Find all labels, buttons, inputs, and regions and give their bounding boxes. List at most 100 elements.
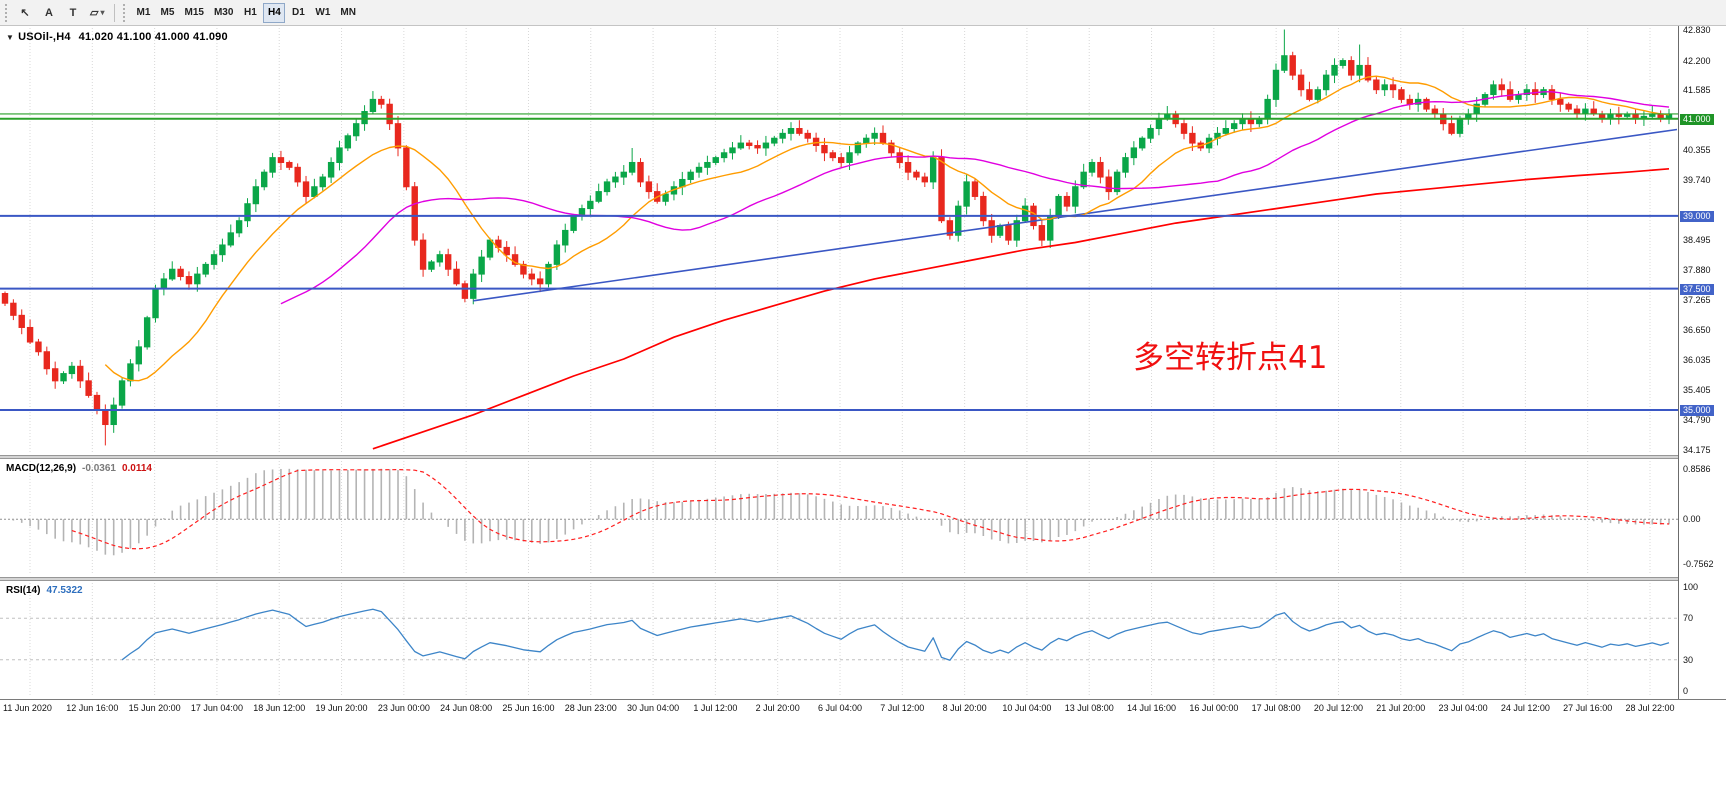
time-label: 15 Jun 20:00 [128, 703, 181, 713]
time-label: 28 Jul 22:00 [1625, 703, 1675, 713]
cursor-tool-button[interactable]: ↖ [20, 7, 30, 19]
rsi-label: RSI(14) 47.5322 [6, 585, 83, 596]
toolbar-grip[interactable] [5, 3, 10, 22]
price-line-tag: 37.500 [1680, 283, 1714, 295]
time-label: 23 Jun 00:00 [377, 703, 430, 713]
rsi-axis-label: 70 [1683, 613, 1694, 624]
price-line-tag: 41.000 [1680, 113, 1714, 125]
candlestick-series [1, 29, 1673, 446]
time-label: 24 Jun 08:00 [440, 703, 493, 713]
chart-title: ▼ USOil-,H4 41.020 41.100 41.000 41.090 [6, 31, 228, 43]
macd-value-main: -0.0361 [82, 463, 116, 474]
panel-separator-macd[interactable] [0, 455, 1726, 459]
toolbar-grip-2[interactable] [123, 3, 128, 22]
price-line-tag: 39.000 [1680, 210, 1714, 222]
timeframe-button-m1[interactable]: M1 [136, 7, 151, 18]
price-axis-label: 39.740 [1683, 174, 1711, 185]
ma-medium-line [280, 91, 1670, 305]
rsi-axis-label: 100 [1683, 582, 1699, 592]
timeframe-button-h4[interactable]: H4 [263, 2, 286, 23]
price-axis-label: 40.355 [1683, 145, 1711, 156]
symbol-timeframe-label: USOil-,H4 [18, 31, 71, 43]
ma-slow-line [372, 167, 1670, 450]
macd-axis-label: -0.7562 [1683, 559, 1714, 569]
rsi-name: RSI(14) [6, 585, 41, 596]
rsi-grid-lines [29, 583, 1651, 697]
dropdown-caret-icon[interactable]: ▾ [100, 8, 105, 17]
timeframe-button-w1[interactable]: W1 [315, 7, 331, 18]
time-label: 13 Jul 08:00 [1064, 703, 1114, 713]
price-axis-label: 37.265 [1683, 295, 1711, 306]
time-label: 24 Jul 12:00 [1500, 703, 1550, 713]
chart-annotation[interactable]: 多空转折点41 [1133, 340, 1328, 376]
time-label: 18 Jun 12:00 [253, 703, 306, 713]
timeframe-button-m15[interactable]: M15 [184, 7, 204, 18]
price-axis-label: 38.495 [1683, 235, 1711, 246]
time-label: 14 Jul 16:00 [1127, 703, 1177, 713]
time-label: 25 Jun 16:00 [502, 703, 555, 713]
timeframe-button-d1[interactable]: D1 [291, 7, 305, 18]
time-label: 17 Jul 08:00 [1251, 703, 1301, 713]
macd-panel-canvas[interactable] [0, 459, 1678, 577]
time-label: 12 Jun 16:00 [66, 703, 119, 713]
rsi-axis-label: 0 [1683, 686, 1689, 696]
collapse-triangle-icon[interactable]: ▼ [6, 33, 15, 42]
ohlc-values: 41.020 41.100 41.000 41.090 [78, 31, 228, 43]
rsi-value: 47.5322 [46, 585, 83, 596]
timeframe-button-mn[interactable]: MN [340, 7, 356, 18]
time-label: 19 Jun 20:00 [315, 703, 368, 713]
macd-signal-line [71, 468, 1670, 550]
time-label: 6 Jul 04:00 [817, 703, 863, 713]
horizontal-line-objects[interactable] [0, 113, 1678, 411]
price-axis-label: 42.830 [1683, 25, 1711, 35]
rsi-level-lines [0, 617, 1678, 661]
timeframe-button-h1[interactable]: H1 [243, 7, 257, 18]
price-axis-label: 37.880 [1683, 265, 1711, 276]
price-axis-label: 42.200 [1683, 55, 1711, 66]
macd-axis-label: 0.8586 [1683, 464, 1711, 475]
time-label: 23 Jul 04:00 [1438, 703, 1488, 713]
macd-axis-label: 0.00 [1683, 514, 1701, 525]
price-axis-label: 36.650 [1683, 324, 1711, 335]
text-tool-button[interactable]: T [69, 6, 77, 19]
shapes-tool-button[interactable]: ▱ ▾ [90, 7, 105, 19]
time-label: 17 Jun 04:00 [190, 703, 243, 713]
price-axis-label: 35.405 [1683, 385, 1711, 396]
time-label: 1 Jul 12:00 [693, 703, 738, 713]
macd-label: MACD(12,26,9) -0.0361 0.0114 [6, 463, 152, 474]
toolbar: ↖ A T ▱ ▾ M1 M5 M15 M30 H1 H4 D1 W1 MN [0, 0, 1726, 26]
timeframes-group: M1 M5 M15 M30 H1 H4 D1 W1 MN [131, 2, 360, 23]
rsi-axis-label: 30 [1683, 654, 1694, 665]
price-axis-label: 34.790 [1683, 415, 1711, 426]
time-label: 28 Jun 23:00 [564, 703, 617, 713]
panel-separator-rsi[interactable] [0, 577, 1726, 581]
grid-lines [29, 28, 1651, 453]
ma-fast-line [104, 75, 1670, 382]
time-label: 10 Jul 04:00 [1002, 703, 1052, 713]
price-axis-label: 36.035 [1683, 354, 1711, 365]
time-label: 27 Jul 16:00 [1563, 703, 1613, 713]
time-label: 20 Jul 12:00 [1313, 703, 1363, 713]
text-label-tool-button[interactable]: A [45, 6, 53, 19]
rsi-line [121, 608, 1670, 661]
macd-histogram [12, 468, 1670, 556]
time-label: 16 Jul 00:00 [1189, 703, 1239, 713]
time-axis[interactable]: 11 Jun 2020 12 Jun 16:00 15 Jun 20:00 17 Ju… [0, 699, 1726, 717]
timeframe-button-m30[interactable]: M30 [213, 7, 234, 18]
macd-value-signal: 0.0114 [121, 463, 152, 474]
price-axis-label: 41.585 [1683, 85, 1711, 96]
price-axis[interactable]: 42.830 42.200 41.585 41.000 40.355 39.740 39.0… [1678, 25, 1726, 699]
rsi-panel-canvas[interactable] [0, 581, 1678, 699]
chart-window: ▼ USOil-,H4 41.020 41.100 41.000 41.090 多空… [0, 25, 1726, 743]
tools-group: ↖ A T ▱ ▾ [13, 3, 109, 23]
time-label: 2 Jul 20:00 [755, 703, 800, 713]
time-label: 7 Jul 12:00 [880, 703, 925, 713]
time-label: 11 Jun 2020 [3, 703, 52, 713]
macd-name: MACD(12,26,9) [6, 463, 77, 474]
toolbar-separator [114, 3, 116, 22]
price-axis-label: 34.175 [1683, 445, 1711, 455]
timeframe-button-m5[interactable]: M5 [160, 7, 175, 18]
main-chart-canvas[interactable] [0, 26, 1678, 455]
time-label: 8 Jul 20:00 [942, 703, 987, 713]
